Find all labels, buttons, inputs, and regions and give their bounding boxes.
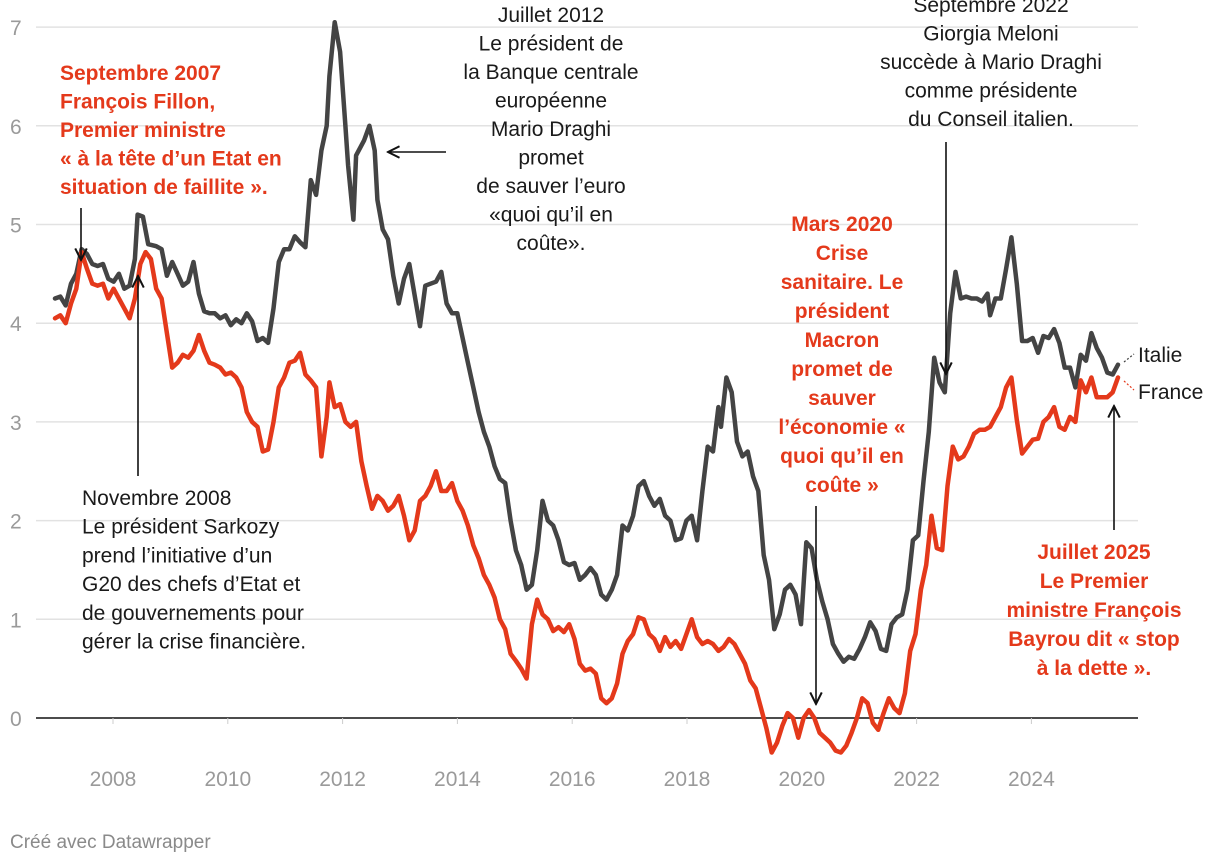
annotation-macron-line: sauver	[808, 387, 876, 410]
annotation-macron-line: coûte »	[805, 474, 879, 497]
annotation-draghi-line: Mario Draghi	[491, 118, 611, 141]
annotation-draghi-line: Juillet 2012	[498, 4, 604, 27]
x-tick-label: 2012	[319, 768, 366, 791]
annotation-bayrou-line: Juillet 2025	[1037, 541, 1151, 564]
annotation-macron-line: sanitaire. Le	[781, 271, 904, 294]
annotation-fillon-line: « à la tête d’un Etat en	[60, 148, 282, 171]
annotation-meloni-line: Giorgia Meloni	[923, 23, 1058, 46]
annotation-fillon-line: Premier ministre	[60, 119, 226, 142]
annotation-bayrou-line: ministre François	[1006, 599, 1181, 622]
annotation-draghi-line: la Banque centrale	[463, 61, 638, 84]
annotation-draghi-line: Le président de	[479, 33, 624, 56]
annotation-draghi-line: de sauver l’euro	[476, 175, 625, 198]
annotation-macron-line: l’économie «	[778, 416, 905, 439]
italie-connector	[1123, 353, 1135, 363]
annotation-bayrou-line: Le Premier	[1040, 570, 1149, 593]
x-tick-label: 2018	[664, 768, 711, 791]
annotation-sarkozy-line: Le président Sarkozy	[82, 516, 280, 539]
annotation-macron-line: président	[795, 300, 890, 323]
annotation-bayrou-line: Bayrou dit « stop	[1008, 628, 1180, 651]
y-tick-label: 3	[10, 412, 22, 435]
credit-text: Créé avec Datawrapper	[10, 832, 211, 853]
y-tick-label: 6	[10, 116, 22, 139]
series-line-france	[52, 249, 1121, 755]
annotation-draghi-line: «quoi qu’il en	[489, 204, 613, 227]
series-line-italie	[52, 19, 1121, 664]
y-tick-label: 4	[10, 313, 22, 336]
y-tick-label: 0	[10, 708, 22, 731]
y-tick-label: 7	[10, 17, 22, 40]
x-tick-label: 2016	[549, 768, 596, 791]
annotation-sarkozy-line: de gouvernements pour	[82, 602, 304, 625]
x-tick-label: 2024	[1008, 768, 1055, 791]
france-connector	[1123, 380, 1135, 391]
annotation-meloni-line: succède à Mario Draghi	[880, 51, 1102, 74]
annotation-meloni-line: du Conseil italien.	[908, 108, 1074, 131]
annotation-macron-line: Mars 2020	[791, 213, 893, 236]
annotation-fillon-line: François Fillon,	[60, 91, 215, 114]
annotation-macron-line: quoi qu’il en	[780, 445, 904, 468]
series-label-italie: Italie	[1138, 344, 1182, 367]
x-tick-label: 2010	[204, 768, 251, 791]
annotation-sarkozy-line: Novembre 2008	[82, 487, 231, 510]
annotation-macron-line: Macron	[805, 329, 880, 352]
series-label-france: France	[1138, 381, 1203, 404]
annotation-bayrou-line: à la dette ».	[1037, 657, 1151, 680]
y-tick-label: 5	[10, 215, 22, 238]
y-tick-label: 1	[10, 609, 22, 632]
annotation-macron-line: promet de	[791, 358, 893, 381]
x-tick-label: 2008	[90, 768, 137, 791]
annotation-meloni-line: Septembre 2022	[913, 0, 1068, 17]
annotation-sarkozy-line: prend l’initiative d’un	[82, 544, 272, 567]
annotation-draghi-line: européenne	[495, 90, 607, 113]
annotation-sarkozy-line: G20 des chefs d’Etat et	[82, 573, 300, 596]
annotation-draghi-line: coûte».	[517, 232, 586, 255]
y-tick-label: 2	[10, 511, 22, 534]
x-tick-label: 2014	[434, 768, 481, 791]
annotation-sarkozy-line: gérer la crise financière.	[82, 631, 306, 654]
annotation-fillon-line: situation de faillite ».	[60, 176, 268, 199]
annotation-macron-line: Crise	[816, 242, 869, 265]
x-tick-label: 2022	[893, 768, 940, 791]
annotation-meloni-line: comme présidente	[905, 80, 1078, 103]
x-tick-label: 2020	[778, 768, 825, 791]
annotation-draghi-line: promet	[518, 147, 584, 170]
annotation-fillon-line: Septembre 2007	[60, 62, 221, 85]
